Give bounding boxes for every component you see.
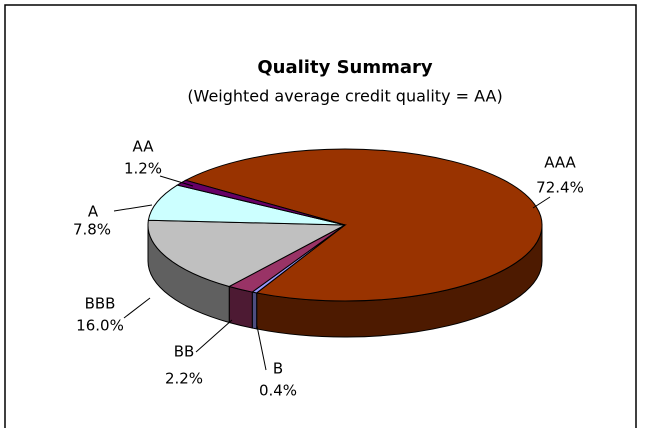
slice-label: BBB [85, 295, 116, 313]
chart-subtitle: (Weighted average credit quality = AA) [187, 87, 502, 106]
leader-line [113, 204, 153, 212]
pie-slice [147, 219, 347, 288]
leader-line [256, 325, 267, 371]
slice-value-label: 1.2% [124, 160, 162, 178]
slice-label: B [273, 360, 283, 378]
pie-side [228, 285, 253, 329]
slice-value-label: 16.0% [76, 317, 124, 335]
slice-label: AA [133, 138, 155, 156]
chart-title: Quality Summary [257, 57, 433, 78]
leader-line [123, 297, 151, 319]
pie-slice [184, 148, 543, 302]
slice-value-label: 72.4% [536, 179, 584, 197]
leader-line [159, 175, 194, 187]
pie-slice [147, 184, 346, 226]
pie-side [251, 291, 258, 330]
labels: AAA 72.4% B 0.4% BB 2.2% BBB 16.0% A7.8% AA 1.2% [73, 138, 584, 400]
slice-value-label: 0.4% [259, 382, 297, 400]
slice-label: A [88, 203, 99, 221]
slice-value-label: 7.8% [73, 221, 111, 239]
slice-label: AAA [544, 154, 576, 172]
slice-label: BB [174, 343, 195, 361]
leader-line [195, 319, 233, 353]
slice-value-label: 2.2% [165, 370, 203, 388]
leader-line [532, 196, 551, 209]
pie [147, 148, 543, 338]
